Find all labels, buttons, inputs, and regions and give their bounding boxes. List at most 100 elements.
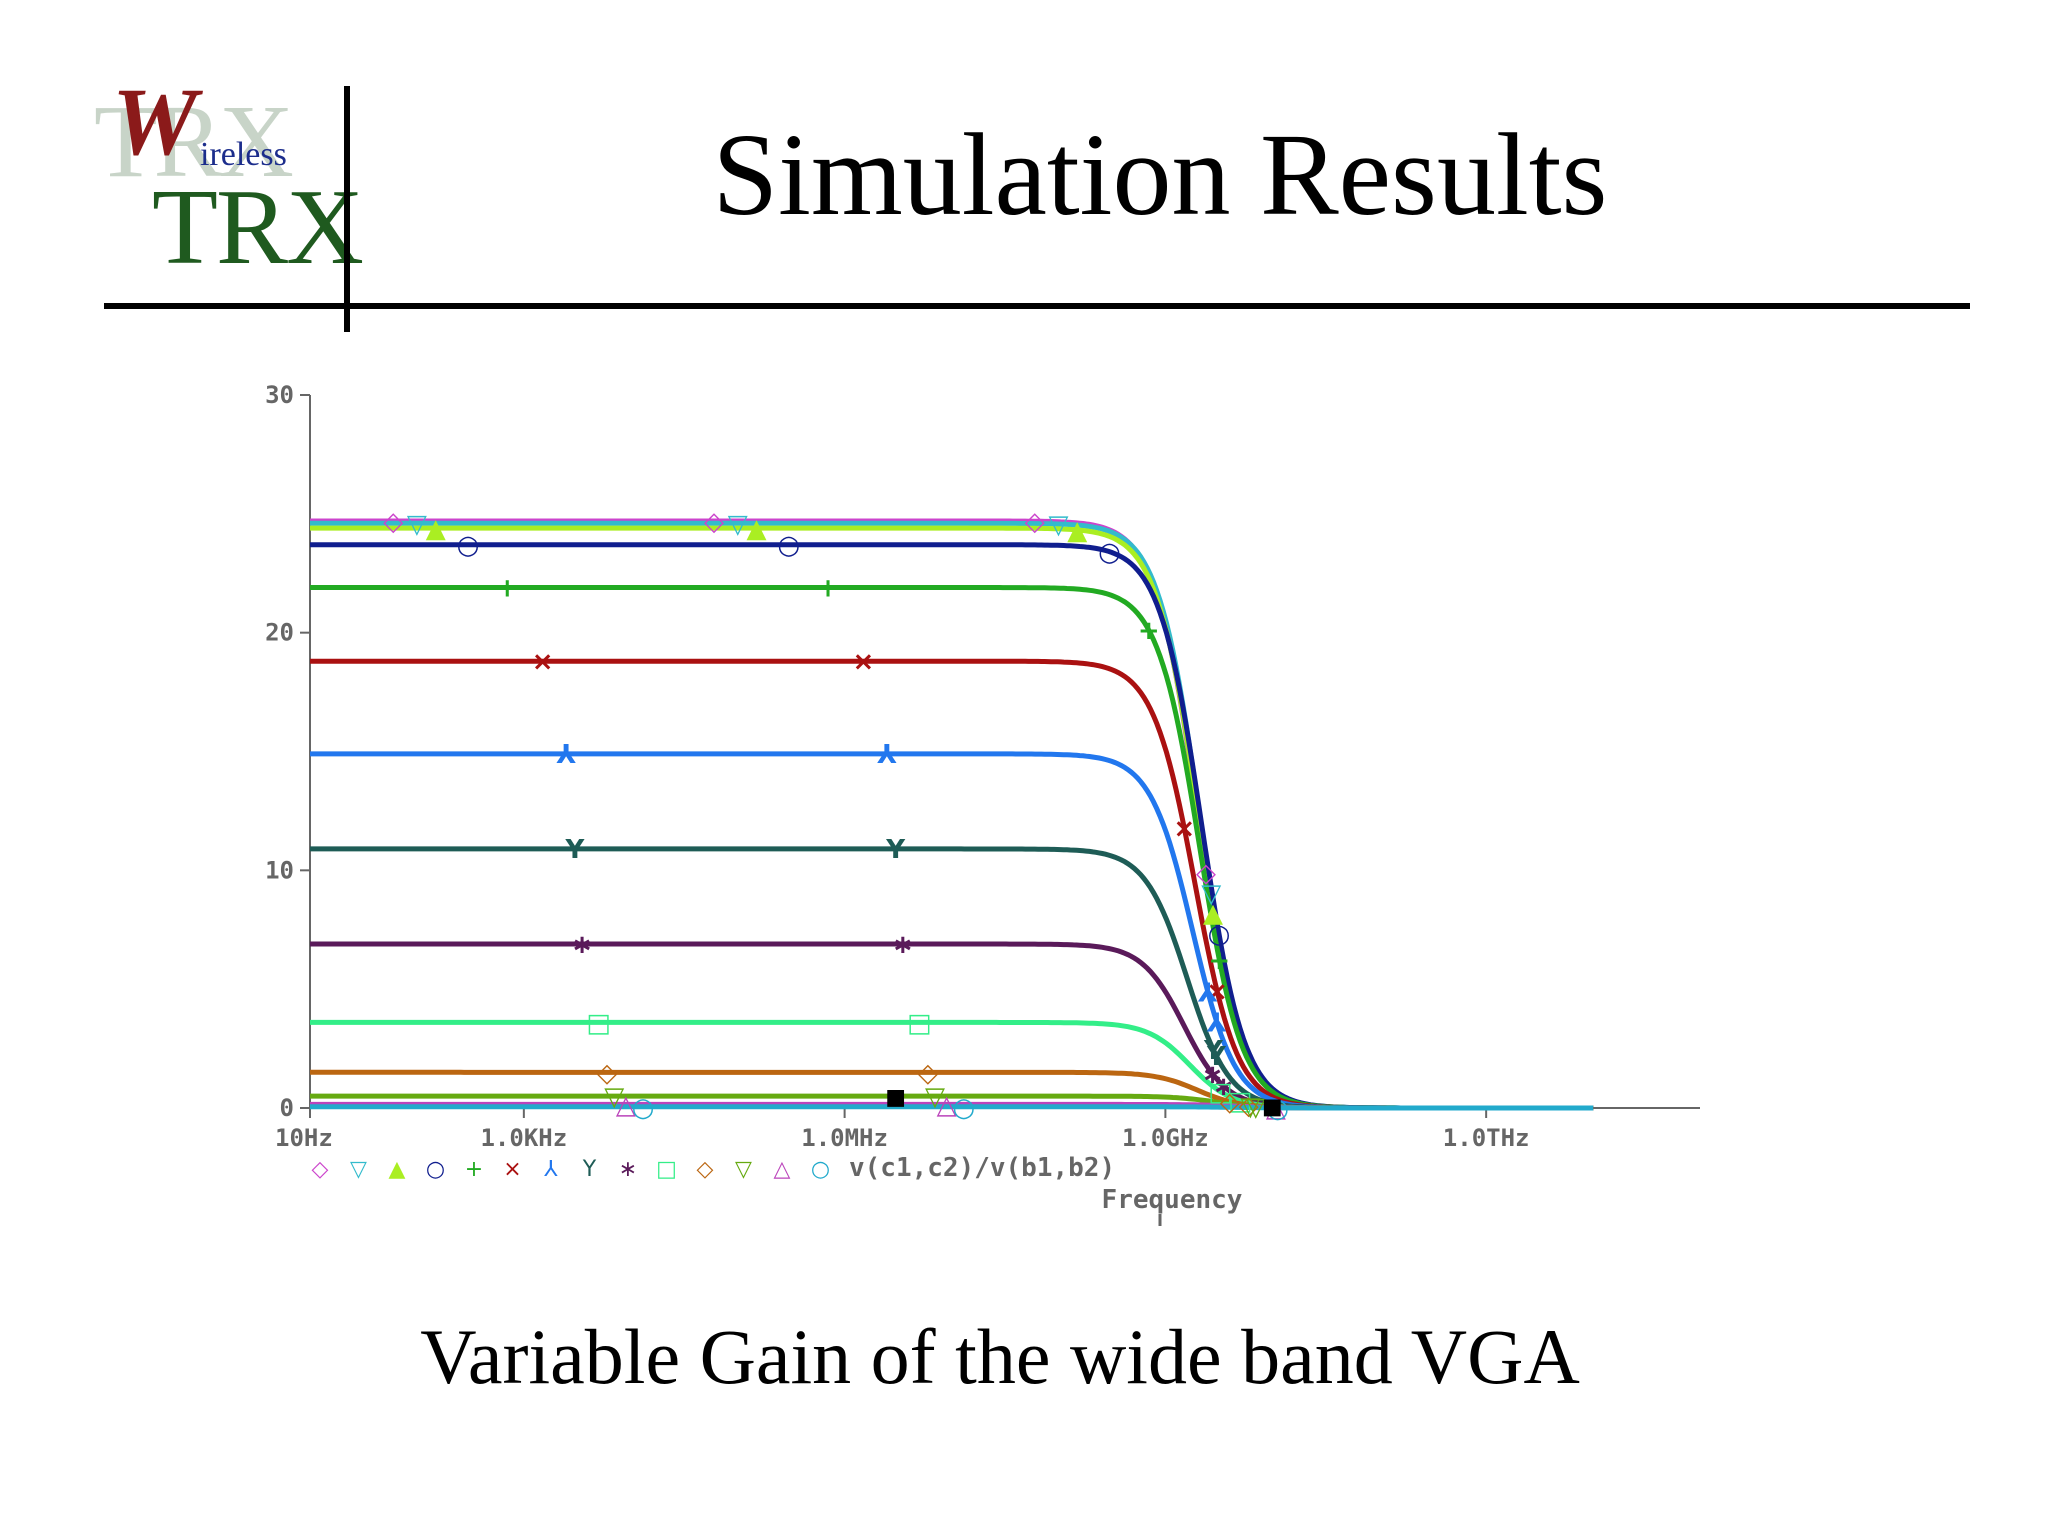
series-marker: □ <box>1228 1087 1253 1117</box>
series-marker: ⅄ <box>1206 1008 1227 1038</box>
series-marker: △ <box>937 1090 957 1120</box>
legend-marker-3: ▲ <box>389 1157 406 1182</box>
chart-series <box>310 518 1594 1111</box>
series-marker: Y <box>1206 1042 1227 1072</box>
series-marker: ◇ <box>1220 1088 1240 1118</box>
y-tick-label: 30 <box>265 381 294 409</box>
series-marker: ⅄ <box>556 740 577 770</box>
series-marker: ⅄ <box>876 740 897 770</box>
series-marker: × <box>1173 814 1195 844</box>
series-line-9 <box>310 941 1594 1111</box>
series-marker: ⅄ <box>1197 978 1218 1008</box>
extra-marker: ■ <box>885 1085 906 1110</box>
legend-marker-2: ▽ <box>350 1157 367 1182</box>
series-marker: + <box>817 574 839 604</box>
chart-markers: ◇ ◇ ◇◇▽ ▽ ▽▽▲ ▲ ▲▲○ ○ ○○+ +++× ×××⅄ ⅄⅄⅄Y YYY∗ ∗∗∗□ □□□… <box>383 507 1289 1124</box>
x-tick-label: 1.0KHz <box>480 1124 567 1152</box>
series-marker: ◇ <box>597 1058 617 1088</box>
series-marker: ∗ <box>1213 1072 1235 1102</box>
wireless-trx-logo: TRX W ireless TRX <box>92 74 364 282</box>
series-marker: ○ <box>1266 1094 1289 1124</box>
series-marker: ◇ <box>704 507 724 537</box>
series-marker: □ <box>907 1008 932 1038</box>
x-axis-label: Frequency <box>1102 1185 1243 1215</box>
series-marker: ▽ <box>1201 879 1221 909</box>
legend-marker-12: ▽ <box>735 1157 752 1182</box>
series-marker: △ <box>1266 1093 1286 1123</box>
header-vertical-divider <box>344 86 350 332</box>
legend-marker-5: + <box>465 1157 483 1182</box>
series-marker: ○ <box>1098 538 1121 568</box>
legend-marker-14: ○ <box>811 1157 830 1182</box>
series-line-8 <box>310 846 1594 1111</box>
series-marker: ▽ <box>1246 1092 1266 1122</box>
series-marker: ○ <box>1208 920 1231 950</box>
series-marker: ∗ <box>1202 1060 1224 1090</box>
legend-marker-8: Y <box>582 1157 597 1182</box>
series-marker: ○ <box>632 1093 655 1123</box>
series-marker: △ <box>616 1090 636 1120</box>
slide-caption: Variable Gain of the wide band VGA <box>420 1313 1580 1400</box>
series-marker: × <box>1206 977 1228 1007</box>
series-marker: ▽ <box>604 1082 624 1112</box>
series-marker: × <box>532 647 554 677</box>
series-marker: ▲ <box>1067 516 1087 546</box>
series-marker: ∗ <box>892 930 914 960</box>
series-marker: ▲ <box>426 514 446 544</box>
series-marker: × <box>853 647 875 677</box>
series-marker: Y <box>564 835 585 865</box>
logo-trx: TRX <box>152 168 364 287</box>
series-marker: ◇ <box>1025 507 1045 537</box>
series-marker: ○ <box>952 1093 975 1123</box>
series-marker: ○ <box>457 531 480 561</box>
legend-expression: v(c1,c2)/v(b1,b2) <box>849 1153 1115 1183</box>
legend-marker-4: ○ <box>426 1157 445 1182</box>
legend-marker-10: □ <box>656 1157 677 1182</box>
series-marker: ▲ <box>747 514 767 544</box>
series-marker: ▽ <box>1048 510 1068 540</box>
series-marker: ○ <box>777 531 800 561</box>
series-marker: Y <box>885 835 906 865</box>
chart-axes: 0 10 20 30 10Hz 1.0KHz 1.0MHz 1.0GHz 1.0THz Frequ… <box>265 381 1700 1226</box>
x-tick-label: 10Hz <box>275 1124 333 1152</box>
series-marker: ◇ <box>1239 1091 1259 1121</box>
legend-marker-13: △ <box>774 1157 791 1182</box>
logo-ireless: ireless <box>200 136 287 173</box>
series-marker: □ <box>1208 1078 1233 1108</box>
series-marker: + <box>1208 946 1230 976</box>
series-line-14 <box>310 1104 1594 1111</box>
y-tick-label: 10 <box>265 856 294 884</box>
series-marker: ▽ <box>728 509 748 539</box>
series-line-7 <box>310 751 1594 1111</box>
series-marker: ◇ <box>1196 859 1216 889</box>
extra-marker: ■ <box>1262 1094 1283 1119</box>
x-tick-label: 1.0THz <box>1443 1124 1530 1152</box>
x-tick-label: 1.0GHz <box>1122 1124 1209 1152</box>
legend-marker-7: ⅄ <box>544 1157 558 1182</box>
series-marker: + <box>1138 616 1160 646</box>
x-tick-label: 1.0MHz <box>801 1124 888 1152</box>
series-line-6 <box>310 658 1594 1111</box>
series-marker: ◇ <box>918 1058 938 1088</box>
series-marker: ▽ <box>1240 1092 1260 1122</box>
series-marker: ◇ <box>383 507 403 537</box>
series-marker: ∗ <box>571 930 593 960</box>
series-marker: ▽ <box>407 509 427 539</box>
legend-marker-9: ∗ <box>619 1157 637 1182</box>
y-tick-label: 20 <box>265 619 294 647</box>
legend-marker-6: × <box>503 1157 521 1182</box>
header-horizontal-divider <box>104 303 1970 309</box>
series-marker: ▽ <box>925 1082 945 1112</box>
slide-title: Simulation Results <box>712 109 1608 240</box>
series-marker: ▲ <box>1203 899 1223 929</box>
series-marker: Y <box>1203 1036 1224 1066</box>
chart-legend: ◇ ▽ ▲ ○ + × ⅄ Y ∗ □ ◇ ▽ △ ○ v(c1,c2)/v(b1,b2) <box>312 1153 1116 1183</box>
legend-marker-11: ◇ <box>697 1157 714 1182</box>
series-marker: □ <box>586 1008 611 1038</box>
legend-marker-1: ◇ <box>312 1157 329 1182</box>
logo-faint-trx: TRX <box>94 84 294 199</box>
logo-letter-w: W <box>112 68 198 175</box>
y-tick-label: 0 <box>280 1094 294 1122</box>
